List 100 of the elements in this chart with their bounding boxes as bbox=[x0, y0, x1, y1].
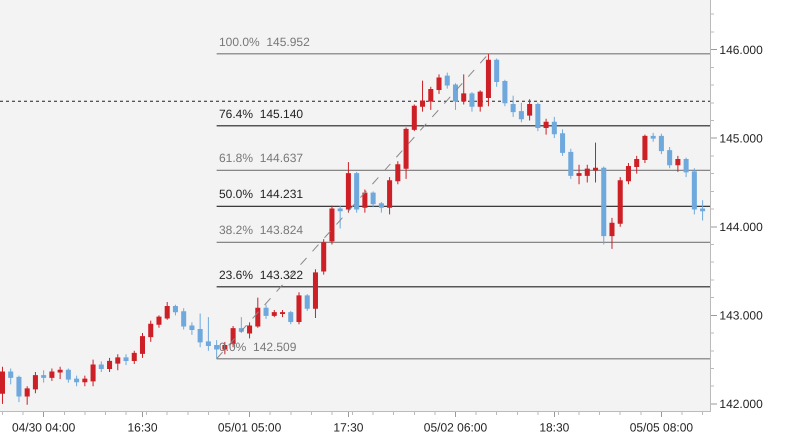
candlestick bbox=[214, 340, 220, 360]
candlestick bbox=[264, 304, 269, 320]
candlestick bbox=[74, 375, 80, 387]
candlestick bbox=[206, 316, 211, 352]
candlestick bbox=[370, 190, 376, 208]
candlestick bbox=[346, 162, 351, 214]
candlestick bbox=[609, 217, 614, 250]
candlestick bbox=[560, 128, 566, 156]
candlestick bbox=[592, 142, 598, 183]
candlestick bbox=[247, 322, 252, 339]
candlestick bbox=[16, 375, 22, 403]
candlestick bbox=[58, 366, 63, 380]
candlestick bbox=[304, 294, 310, 312]
candlestick bbox=[420, 80, 426, 112]
x-tick-label: 18:30 bbox=[539, 420, 570, 434]
candlestick bbox=[486, 54, 491, 107]
candlestick bbox=[395, 160, 400, 185]
y-tick-label: 142.000 bbox=[719, 397, 764, 412]
candlestick bbox=[535, 102, 540, 132]
x-tick-label: 05/01 05:00 bbox=[218, 420, 282, 434]
candlestick bbox=[66, 368, 71, 384]
candlestick bbox=[272, 310, 277, 318]
candlestick bbox=[312, 268, 318, 318]
candlestick bbox=[552, 116, 557, 139]
candlestick bbox=[329, 205, 334, 245]
candlestick bbox=[510, 95, 516, 118]
candlestick bbox=[164, 302, 170, 320]
candlestick bbox=[338, 205, 343, 230]
candlestick bbox=[8, 368, 14, 385]
candlestick bbox=[428, 86, 434, 110]
candlestick bbox=[576, 164, 582, 185]
candlestick bbox=[140, 332, 146, 358]
candlestick bbox=[255, 297, 260, 328]
candlestick bbox=[24, 386, 30, 406]
candlestick bbox=[148, 320, 154, 342]
candlestick bbox=[601, 166, 606, 245]
candlestick bbox=[618, 176, 623, 228]
candlestick bbox=[658, 133, 664, 155]
y-tick-label: 146.000 bbox=[719, 42, 764, 57]
candlestick bbox=[469, 92, 474, 112]
candlestick bbox=[544, 118, 549, 136]
candlestick bbox=[502, 79, 508, 107]
candlestick bbox=[198, 313, 203, 348]
ref-line-label: 23.6% 143.322 bbox=[219, 268, 304, 282]
x-tick-label: 05/02 06:00 bbox=[424, 420, 488, 434]
candlestick bbox=[404, 127, 409, 180]
ref-line-label: 100.0% 145.952 bbox=[219, 35, 310, 49]
candlestick bbox=[321, 238, 326, 276]
ref-line-label: 76.4% 145.140 bbox=[219, 107, 304, 121]
candlestick bbox=[156, 314, 162, 328]
candlestick bbox=[634, 155, 640, 174]
x-tick-label: 05/05 08:00 bbox=[630, 420, 694, 434]
candlestick bbox=[82, 375, 88, 387]
ref-line-label: 61.8% 144.637 bbox=[219, 151, 304, 165]
candlestick bbox=[238, 316, 244, 334]
candlestick bbox=[527, 98, 532, 121]
candlestick bbox=[124, 354, 129, 366]
candlestick bbox=[132, 350, 137, 365]
candlestick bbox=[354, 171, 360, 214]
candlestick bbox=[189, 322, 194, 336]
candlestick bbox=[444, 72, 450, 90]
candlestick bbox=[362, 189, 368, 214]
candlestick bbox=[584, 164, 590, 183]
x-tick-label: 17:30 bbox=[333, 420, 364, 434]
x-tick-label: 16:30 bbox=[127, 420, 158, 434]
candlestick bbox=[675, 155, 680, 172]
ref-line-label: 50.0% 144.231 bbox=[219, 187, 304, 201]
candlestick bbox=[288, 310, 294, 325]
candlestick bbox=[32, 372, 38, 394]
candlestick bbox=[98, 360, 104, 373]
candlestick bbox=[692, 168, 697, 215]
candlestick bbox=[626, 162, 631, 185]
candlestick bbox=[90, 359, 96, 387]
candlestick bbox=[684, 157, 689, 178]
candlestick bbox=[172, 304, 178, 316]
candlestick bbox=[296, 292, 302, 325]
candlestick bbox=[115, 354, 120, 371]
candlestick bbox=[518, 102, 524, 123]
candlestick bbox=[0, 366, 5, 404]
ref-line-label: 38.2% 143.824 bbox=[219, 223, 304, 237]
y-tick-label: 145.000 bbox=[719, 131, 764, 146]
x-tick-label: 04/30 04:00 bbox=[12, 420, 76, 434]
candlestick bbox=[667, 146, 672, 169]
y-tick-label: 144.000 bbox=[719, 220, 764, 234]
candlestick bbox=[412, 104, 417, 132]
candlestick bbox=[41, 370, 46, 384]
candlestick bbox=[107, 357, 112, 373]
y-tick-label: 143.000 bbox=[719, 308, 764, 323]
candlestick bbox=[280, 310, 286, 318]
candlestick bbox=[568, 148, 574, 180]
candlestick bbox=[461, 74, 466, 106]
candlestick bbox=[378, 201, 384, 214]
candlestick bbox=[452, 82, 458, 110]
candlestick bbox=[436, 74, 442, 94]
candlestick bbox=[387, 176, 392, 215]
candlestick bbox=[650, 132, 656, 142]
candlestick bbox=[478, 90, 483, 112]
candlestick bbox=[181, 308, 186, 330]
candlestick bbox=[49, 368, 54, 382]
candlestick bbox=[642, 134, 648, 164]
